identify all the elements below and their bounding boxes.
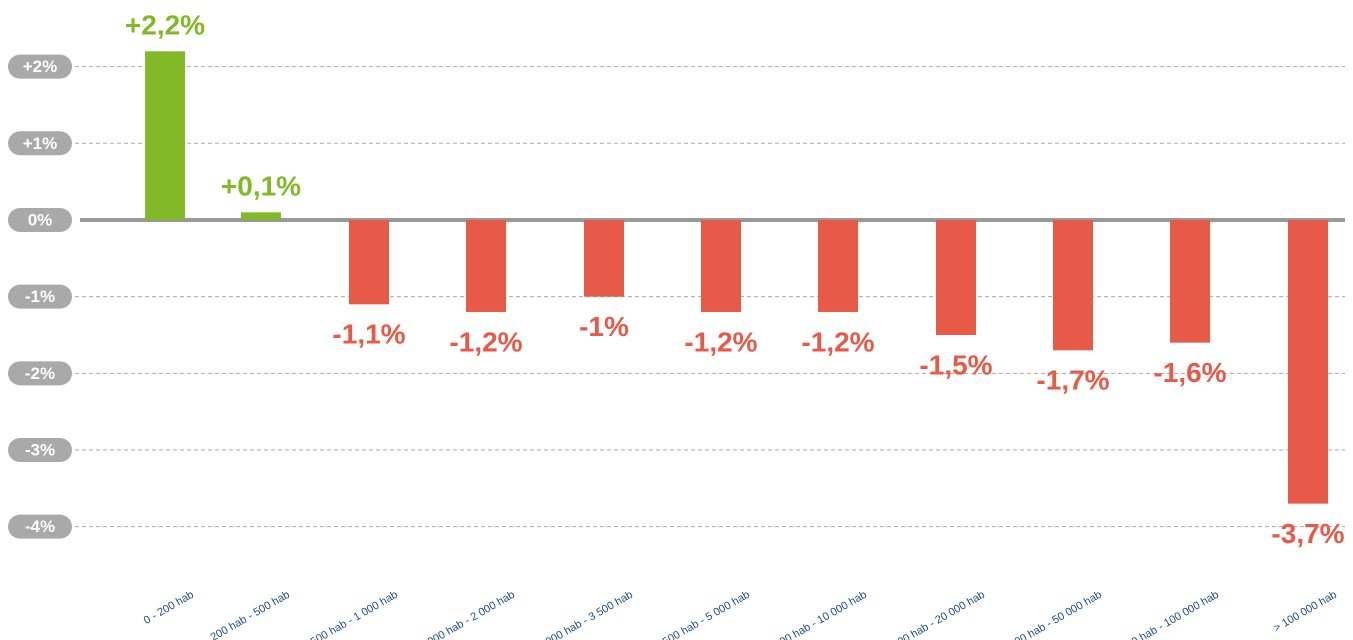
y-tick-label: -4% — [25, 517, 55, 536]
y-tick-label: -3% — [25, 440, 55, 459]
x-tick-label: 3 500 hab - 5 000 hab — [653, 589, 752, 640]
x-tick-label: 0 - 200 hab — [142, 589, 196, 627]
value-label: -1,6% — [1153, 357, 1226, 388]
bar — [936, 219, 976, 335]
value-label: -1,5% — [919, 349, 992, 380]
bar — [1053, 219, 1093, 351]
x-tick-label: 1 000 hab - 2 000 hab — [418, 589, 517, 640]
x-tick-label: 50 000 hab - 100 000 hab — [1106, 589, 1221, 640]
value-label: -1,7% — [1036, 365, 1109, 396]
x-tick-label: 5 000 hab - 10 000 hab — [764, 589, 869, 640]
value-label: -1% — [579, 311, 629, 342]
y-tick-label: +1% — [23, 134, 58, 153]
y-tick-pill — [8, 54, 72, 79]
y-tick-pill — [8, 131, 72, 156]
bar — [1288, 219, 1328, 504]
y-tick-pill — [8, 284, 72, 309]
y-tick-pill — [8, 361, 72, 386]
x-tick-label: 200 hab - 500 hab — [209, 589, 292, 640]
y-tick-label: -2% — [25, 364, 55, 383]
y-tick-label: -1% — [25, 287, 55, 306]
bar — [241, 212, 281, 220]
value-label: +0,1% — [221, 171, 301, 202]
value-label: -1,2% — [449, 326, 522, 357]
x-tick-label: > 100 000 hab — [1272, 589, 1339, 635]
bar — [584, 219, 624, 297]
y-tick-pill — [8, 514, 72, 539]
value-label: -3,7% — [1271, 518, 1344, 549]
y-tick-pill — [8, 437, 72, 462]
y-tick-label: 0% — [28, 210, 53, 229]
bar — [701, 219, 741, 312]
value-label: -1,2% — [801, 326, 874, 357]
value-label: -1,2% — [684, 326, 757, 357]
value-label: +2,2% — [125, 10, 205, 41]
x-tick-label: 2 000 hab - 3 500 hab — [536, 589, 635, 640]
y-tick-label: +2% — [23, 57, 58, 76]
bar — [145, 51, 185, 220]
x-tick-label: 20 000 hab - 50 000 hab — [994, 589, 1104, 640]
value-label: -1,1% — [332, 319, 405, 350]
bar — [466, 219, 506, 312]
x-tick-label: 10 000 hab - 20 000 hab — [877, 589, 987, 640]
bar — [1170, 219, 1210, 343]
y-tick-pill — [8, 207, 72, 232]
x-tick-label: 500 hab - 1 000 hab — [309, 589, 400, 640]
bar — [818, 219, 858, 312]
bar — [349, 219, 389, 305]
